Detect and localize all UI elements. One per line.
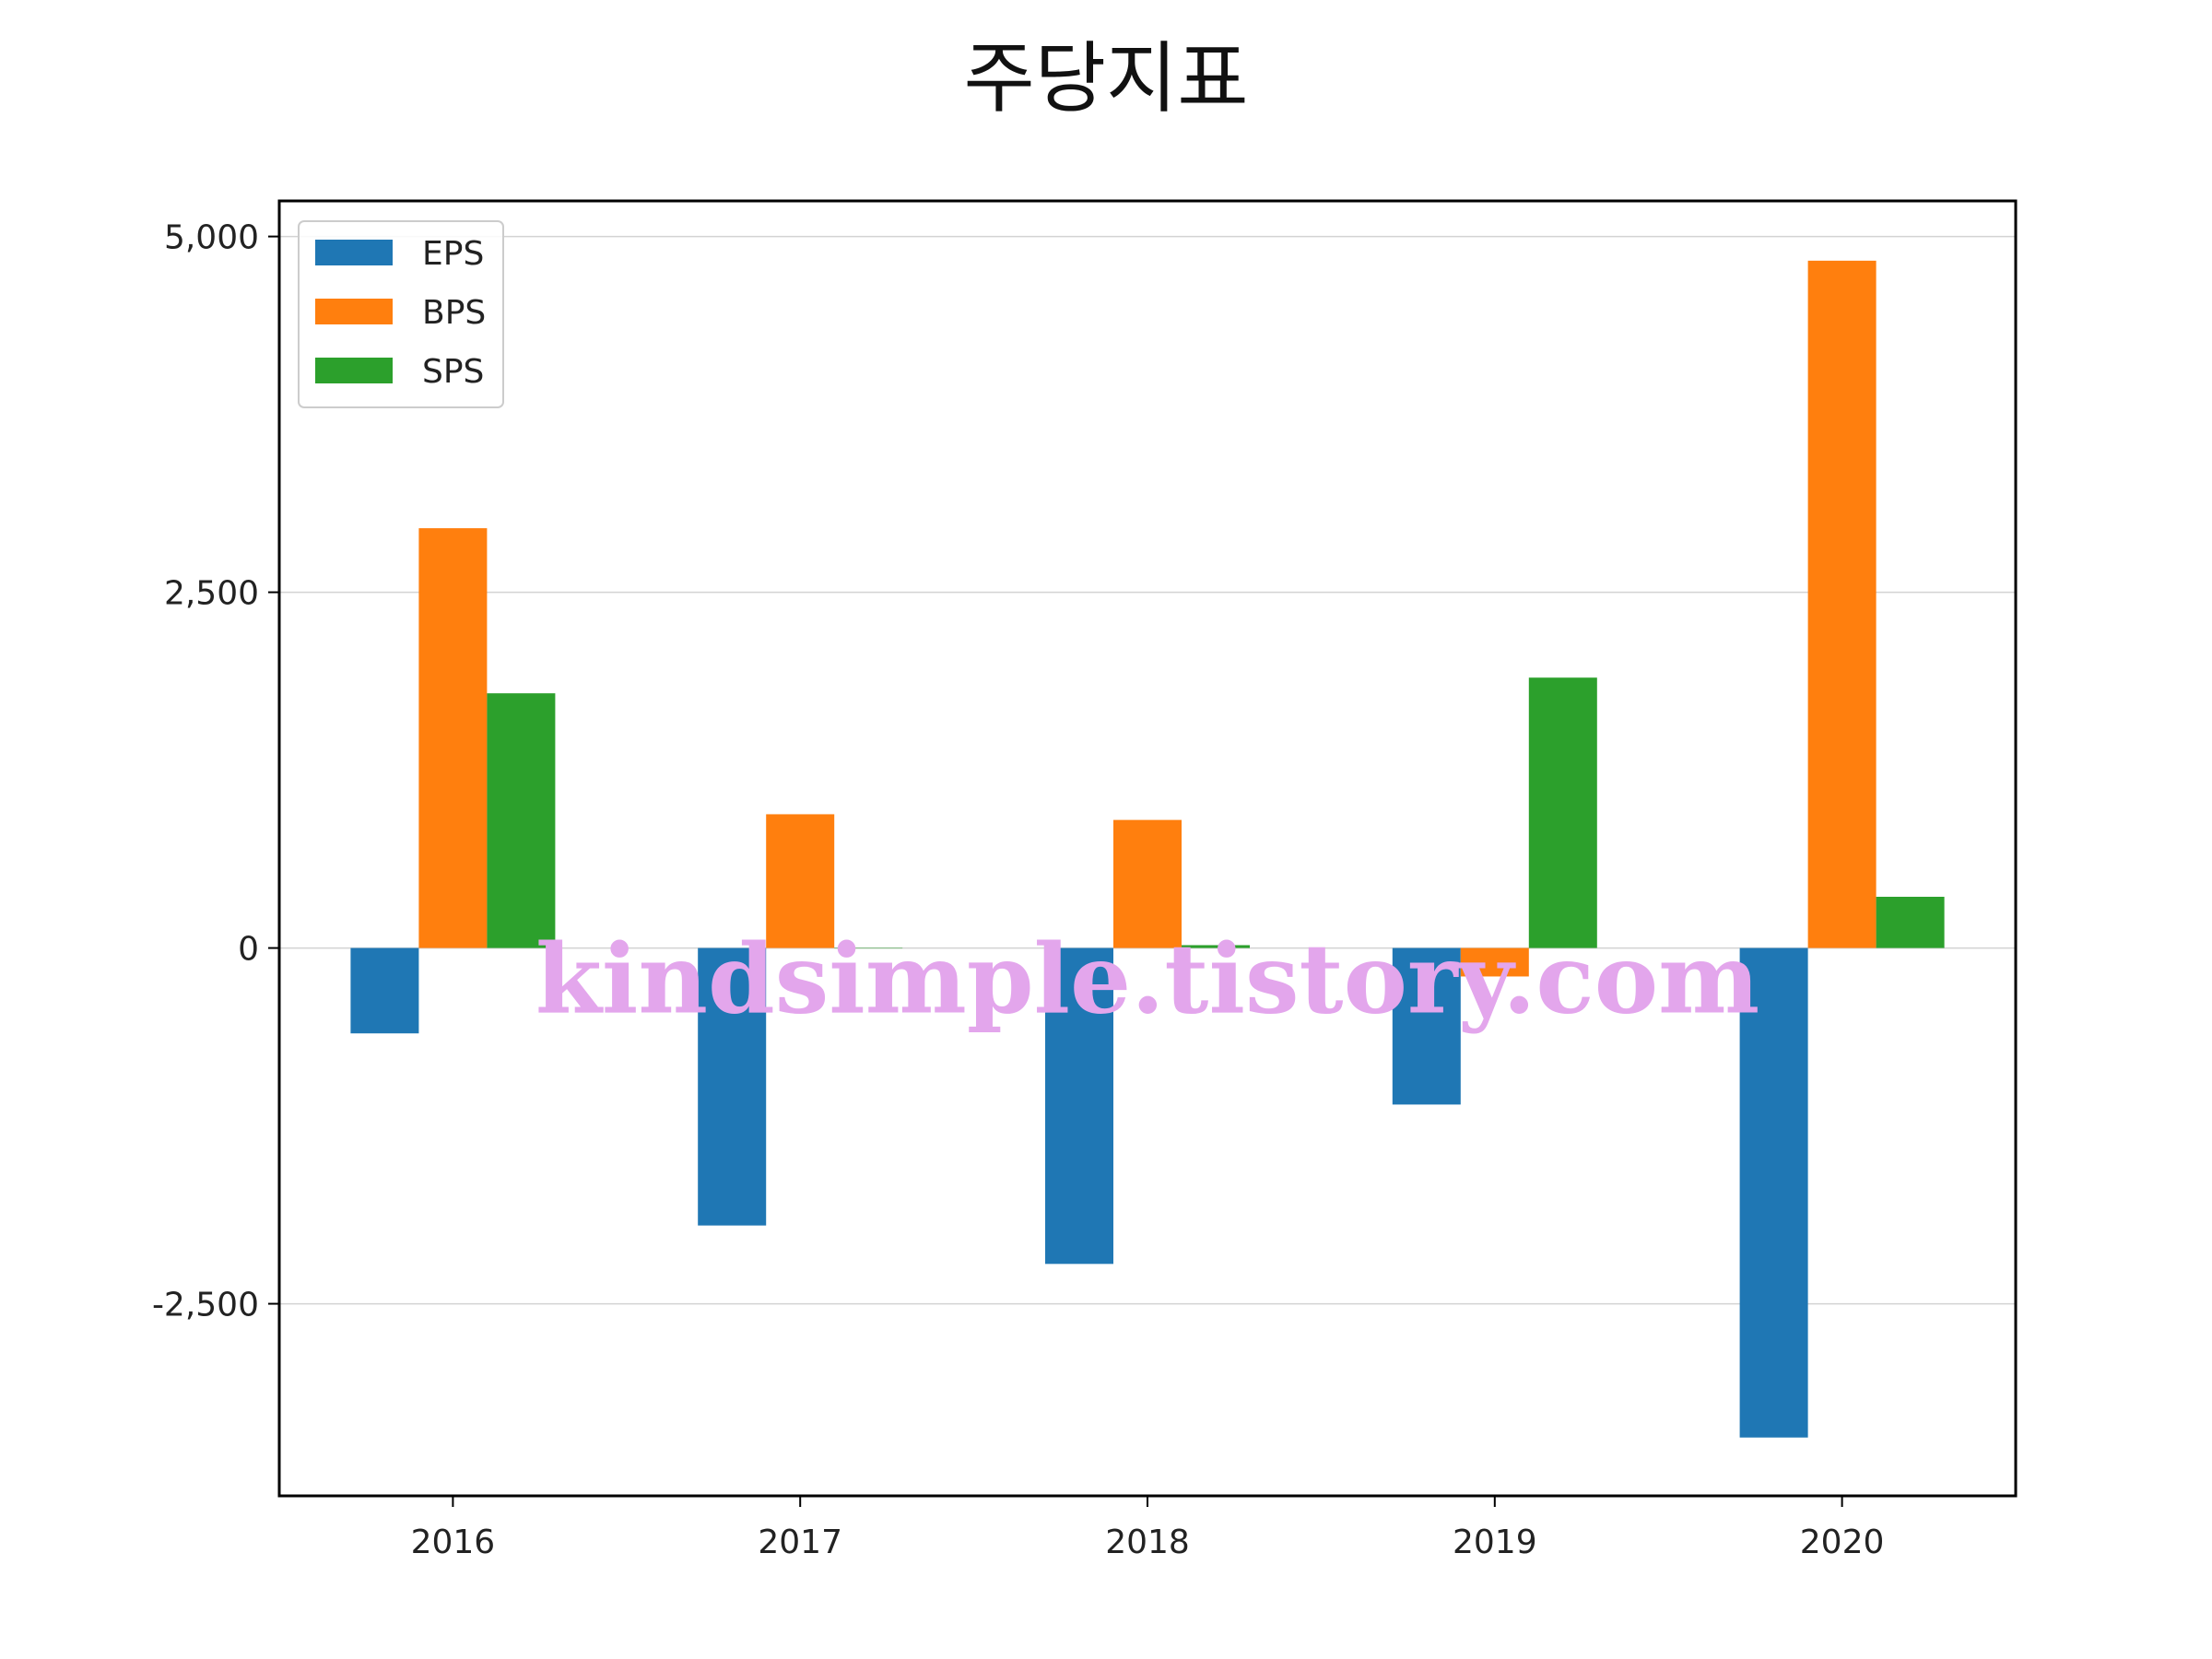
- y-tick-label: 5,000: [164, 219, 259, 257]
- bar-bps-2017: [766, 814, 835, 948]
- y-tick-label: 0: [238, 931, 259, 969]
- bar-sps-2020: [1876, 896, 1945, 948]
- y-axis: -2,500 0 2,500 5,000: [152, 219, 279, 1324]
- bar-eps-2017: [698, 947, 767, 1226]
- watermark: kindsimple.tistory.com: [535, 923, 1759, 1036]
- legend-swatch-eps: [315, 240, 393, 265]
- legend: EPS BPS SPS: [298, 220, 504, 408]
- x-tick-label: 2018: [1105, 1524, 1190, 1561]
- bar-eps-2020: [1739, 947, 1808, 1438]
- x-tick-label: 2017: [758, 1524, 842, 1561]
- bar-eps-2018: [1045, 947, 1113, 1265]
- chart-title: 주당지표: [963, 33, 1249, 124]
- y-tick-label: 2,500: [164, 575, 259, 613]
- x-axis: 2016 2017 2018 2019 2020: [411, 1496, 1885, 1561]
- bars: [350, 260, 1945, 1438]
- bar-sps-2019: [1528, 677, 1597, 948]
- legend-label-sps: SPS: [422, 353, 484, 391]
- bar-sps-2018: [1182, 945, 1250, 948]
- bar-sps-2016: [487, 693, 556, 948]
- bar-sps-2017: [834, 947, 903, 949]
- legend-label-bps: BPS: [422, 294, 486, 332]
- legend-label-eps: EPS: [422, 235, 484, 273]
- y-tick-label: -2,500: [152, 1287, 259, 1324]
- x-tick-label: 2016: [411, 1524, 496, 1561]
- bar-bps-2019: [1460, 947, 1529, 977]
- legend-swatch-sps: [315, 358, 393, 383]
- x-tick-label: 2020: [1800, 1524, 1885, 1561]
- bar-bps-2016: [418, 528, 488, 948]
- bar-eps-2016: [350, 947, 419, 1034]
- bar-bps-2020: [1807, 260, 1877, 948]
- legend-swatch-bps: [315, 299, 393, 324]
- bar-bps-2018: [1113, 819, 1182, 948]
- bar-eps-2019: [1392, 947, 1461, 1105]
- x-tick-label: 2019: [1453, 1524, 1537, 1561]
